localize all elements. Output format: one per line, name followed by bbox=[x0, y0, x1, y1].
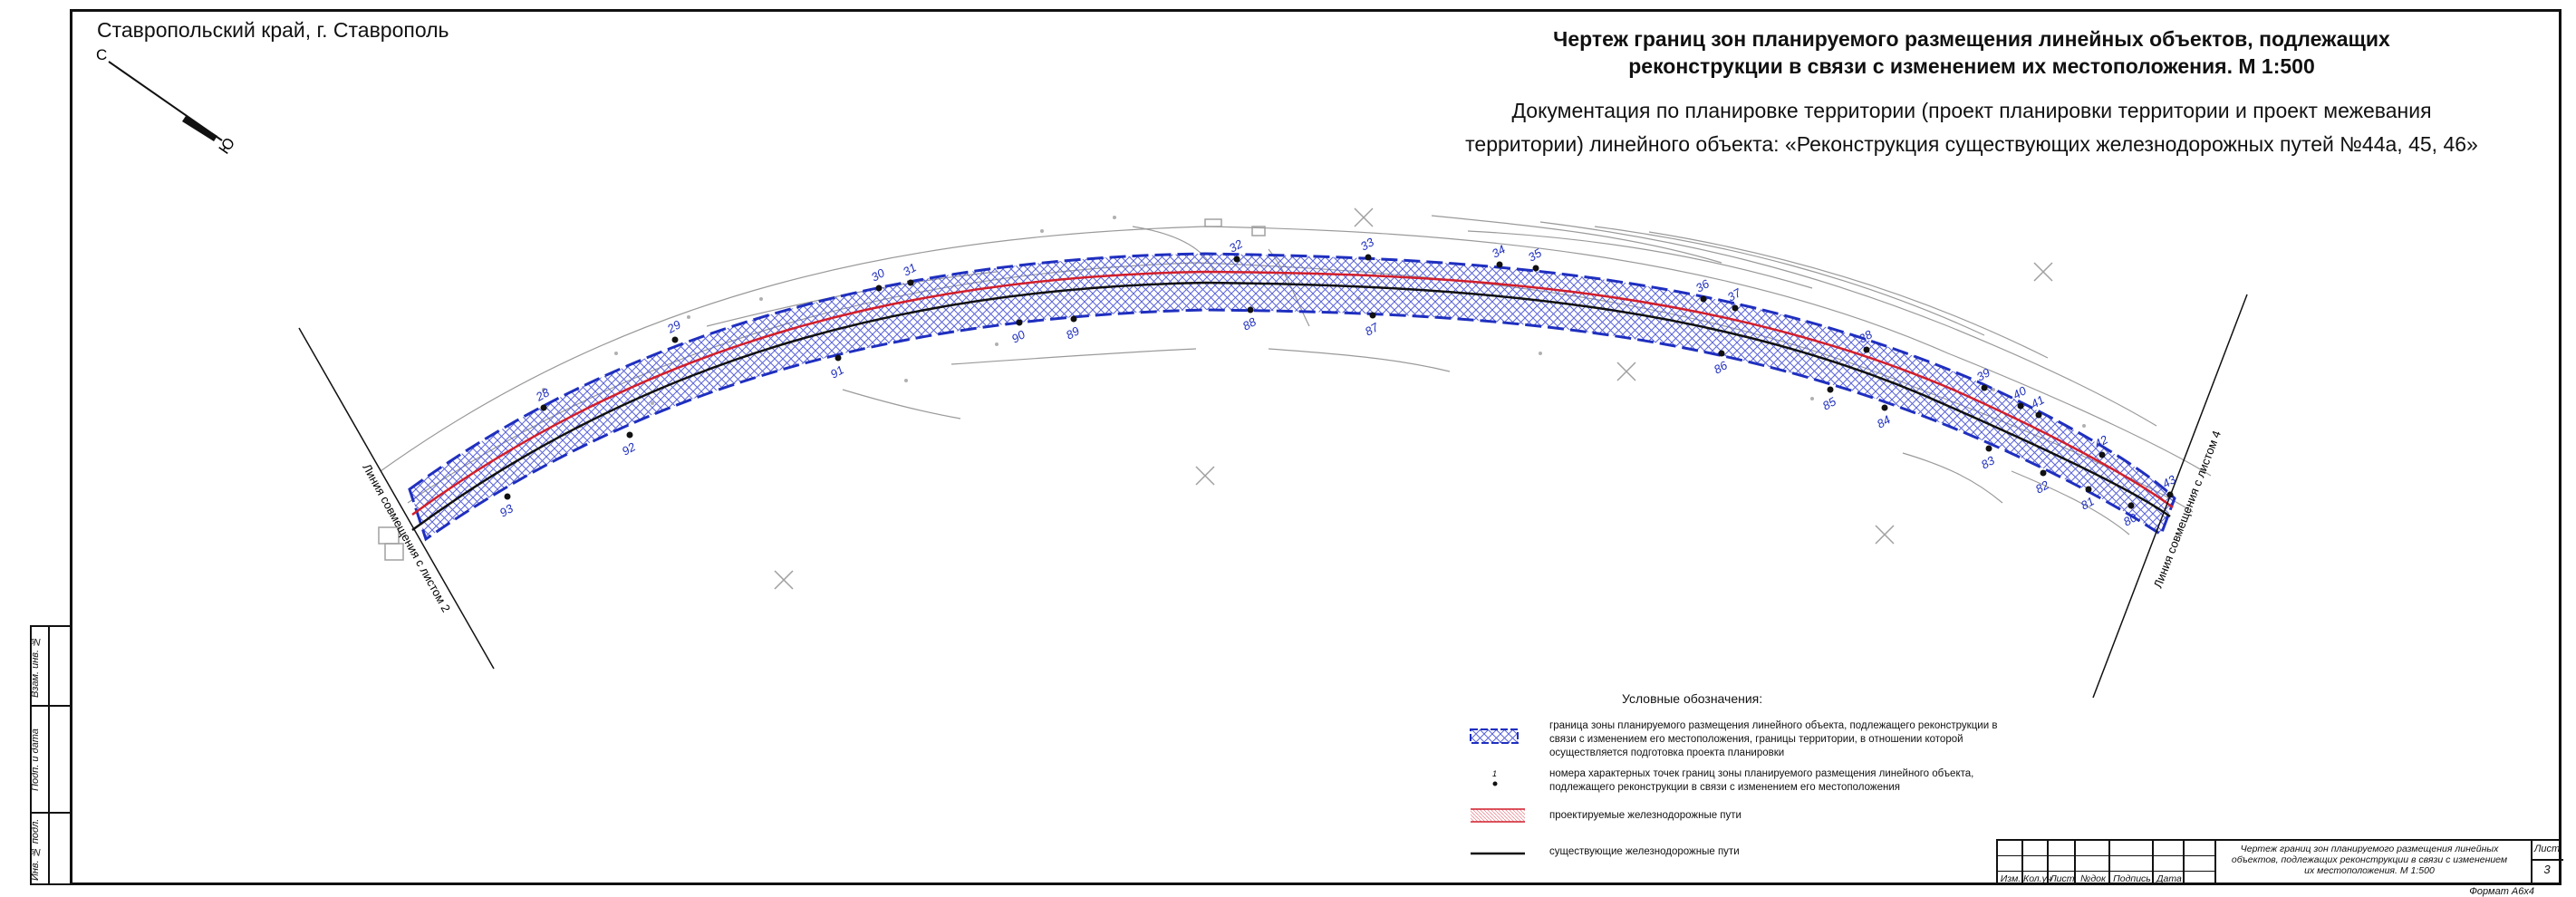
boundary-point-32 bbox=[1233, 256, 1240, 263]
boundary-point-42 bbox=[2098, 451, 2106, 458]
side-label-replacement: Взам. инв. № bbox=[30, 635, 41, 699]
stamp-col-signature: Подпись bbox=[2113, 873, 2151, 884]
region-label: Ставропольский край, г. Ставрополь bbox=[97, 18, 449, 42]
boundary-point-label-86: 86 bbox=[1712, 358, 1731, 377]
boundary-point-85 bbox=[1827, 386, 1834, 393]
drawing-title-line-1: Чертеж границ зон планируемого размещени… bbox=[1553, 27, 2390, 51]
boundary-point-label-32: 32 bbox=[1227, 236, 1246, 256]
boundary-point-91 bbox=[835, 354, 842, 362]
legend-point-sample: 1 bbox=[1492, 769, 1497, 778]
boundary-point-label-82: 82 bbox=[2033, 477, 2052, 497]
legend-title: Условные обозначения: bbox=[1622, 691, 1763, 706]
boundary-point-81 bbox=[2085, 486, 2092, 493]
boundary-point-label-34: 34 bbox=[1490, 242, 1508, 260]
stamp-sheet-label: Лист bbox=[2533, 844, 2561, 854]
north-arrow: С Ю bbox=[96, 46, 238, 157]
boundary-point-38 bbox=[1863, 346, 1870, 353]
boundary-point-90 bbox=[1016, 319, 1023, 326]
stamp-col-qty: Кол.уч bbox=[2023, 873, 2052, 884]
match-line-left bbox=[298, 327, 495, 670]
boundary-point-label-28: 28 bbox=[533, 385, 553, 404]
stamp-title: Чертеж границ зон планируемого размещени… bbox=[2231, 844, 2508, 876]
boundary-point-label-92: 92 bbox=[620, 439, 639, 458]
boundary-point-label-83: 83 bbox=[1979, 453, 1998, 472]
legend-projected-symbol bbox=[1471, 809, 1525, 822]
boundary-point-label-33: 33 bbox=[1358, 235, 1377, 254]
side-label-signature: Подп. и дата bbox=[30, 728, 41, 792]
boundary-point-label-39: 39 bbox=[1974, 365, 1992, 383]
drawing-title: Чертеж границ зон планируемого размещени… bbox=[1405, 25, 2538, 80]
boundary-point-label-85: 85 bbox=[1820, 394, 1839, 413]
legend-item-existing: существующие железнодорожные пути bbox=[1549, 846, 1740, 857]
north-label: С bbox=[96, 46, 107, 63]
drawing-subtitle: Документация по планировке территории (п… bbox=[1405, 94, 2538, 161]
boundary-point-35 bbox=[1532, 265, 1539, 272]
boundary-point-31 bbox=[907, 279, 914, 286]
legend-point-symbol bbox=[1492, 781, 1498, 786]
stamp-col-sheet: Лист bbox=[2050, 873, 2075, 884]
boundary-point-34 bbox=[1496, 261, 1503, 268]
boundary-point-label-81: 81 bbox=[2079, 494, 2097, 512]
boundary-point-36 bbox=[1700, 295, 1707, 303]
drawing-sheet-frame bbox=[70, 9, 2562, 885]
stamp-sheet-number: 3 bbox=[2543, 863, 2551, 876]
existing-railway-track bbox=[411, 281, 2171, 532]
boundary-point-37 bbox=[1732, 304, 1739, 312]
boundary-point-41 bbox=[2035, 411, 2042, 419]
boundary-point-83 bbox=[1985, 445, 1992, 452]
side-label-inventory: Инв. № подл. bbox=[30, 818, 41, 882]
boundary-point-33 bbox=[1365, 254, 1372, 261]
drawing-subtitle-line-1: Документация по планировке территории (п… bbox=[1511, 99, 2432, 122]
stamp-col-doc: №док bbox=[2080, 873, 2106, 884]
boundary-point-label-41: 41 bbox=[2029, 392, 2047, 410]
boundary-point-39 bbox=[1981, 384, 1988, 391]
title-block: Изм. Кол.уч Лист №док Подпись Дата Черте… bbox=[1996, 839, 2563, 885]
boundary-point-30 bbox=[875, 285, 883, 292]
boundary-point-82 bbox=[2040, 469, 2047, 477]
drawing-subtitle-line-2: территории) линейного объекта: «Реконстр… bbox=[1465, 132, 2478, 156]
boundary-point-28 bbox=[540, 404, 547, 411]
site-markers bbox=[378, 207, 2053, 590]
boundary-point-label-87: 87 bbox=[1363, 320, 1382, 339]
boundary-point-label-93: 93 bbox=[497, 501, 516, 520]
side-approval-strip: Взам. инв. № Подп. и дата Инв. № подл. bbox=[30, 625, 72, 885]
legend-symbols: 1 bbox=[1470, 728, 1525, 855]
format-label: Формат А6х4 bbox=[2469, 886, 2534, 897]
legend-item-points: номера характерных точек границ зоны пла… bbox=[1549, 768, 1974, 793]
boundary-point-86 bbox=[1718, 350, 1725, 357]
planning-zone-fill bbox=[410, 254, 2175, 539]
boundary-point-label-84: 84 bbox=[1875, 412, 1893, 430]
boundary-point-88 bbox=[1247, 306, 1254, 313]
boundary-point-93 bbox=[504, 493, 511, 500]
boundary-point-label-30: 30 bbox=[869, 265, 888, 285]
legend-item-zone: граница зоны планируемого размещения лин… bbox=[1549, 720, 1998, 758]
boundary-point-84 bbox=[1881, 404, 1888, 411]
boundary-point-87 bbox=[1369, 312, 1376, 319]
boundary-point-40 bbox=[2017, 402, 2024, 410]
stamp-col-change: Изм. bbox=[2000, 873, 2021, 884]
boundary-point-label-31: 31 bbox=[901, 260, 919, 278]
boundary-point-label-29: 29 bbox=[664, 317, 683, 336]
legend-item-projected: проектируемые железнодорожные пути bbox=[1549, 810, 1741, 821]
boundary-point-label-89: 89 bbox=[1064, 323, 1082, 342]
drawing-title-line-2: реконструкции в связи с изменением их ме… bbox=[1628, 54, 2315, 78]
legend-zone-symbol bbox=[1470, 728, 1519, 744]
boundary-point-label-36: 36 bbox=[1693, 276, 1713, 295]
boundary-point-label-91: 91 bbox=[828, 362, 846, 381]
boundary-point-80 bbox=[2127, 502, 2135, 509]
projected-railway-track bbox=[411, 270, 2174, 516]
boundary-point-89 bbox=[1070, 315, 1077, 323]
boundary-point-label-88: 88 bbox=[1240, 314, 1259, 333]
boundary-point-label-90: 90 bbox=[1009, 327, 1028, 346]
stamp-col-date: Дата bbox=[2156, 873, 2182, 884]
boundary-point-92 bbox=[626, 431, 633, 439]
boundary-point-43 bbox=[2166, 491, 2174, 498]
boundary-point-29 bbox=[671, 336, 679, 343]
